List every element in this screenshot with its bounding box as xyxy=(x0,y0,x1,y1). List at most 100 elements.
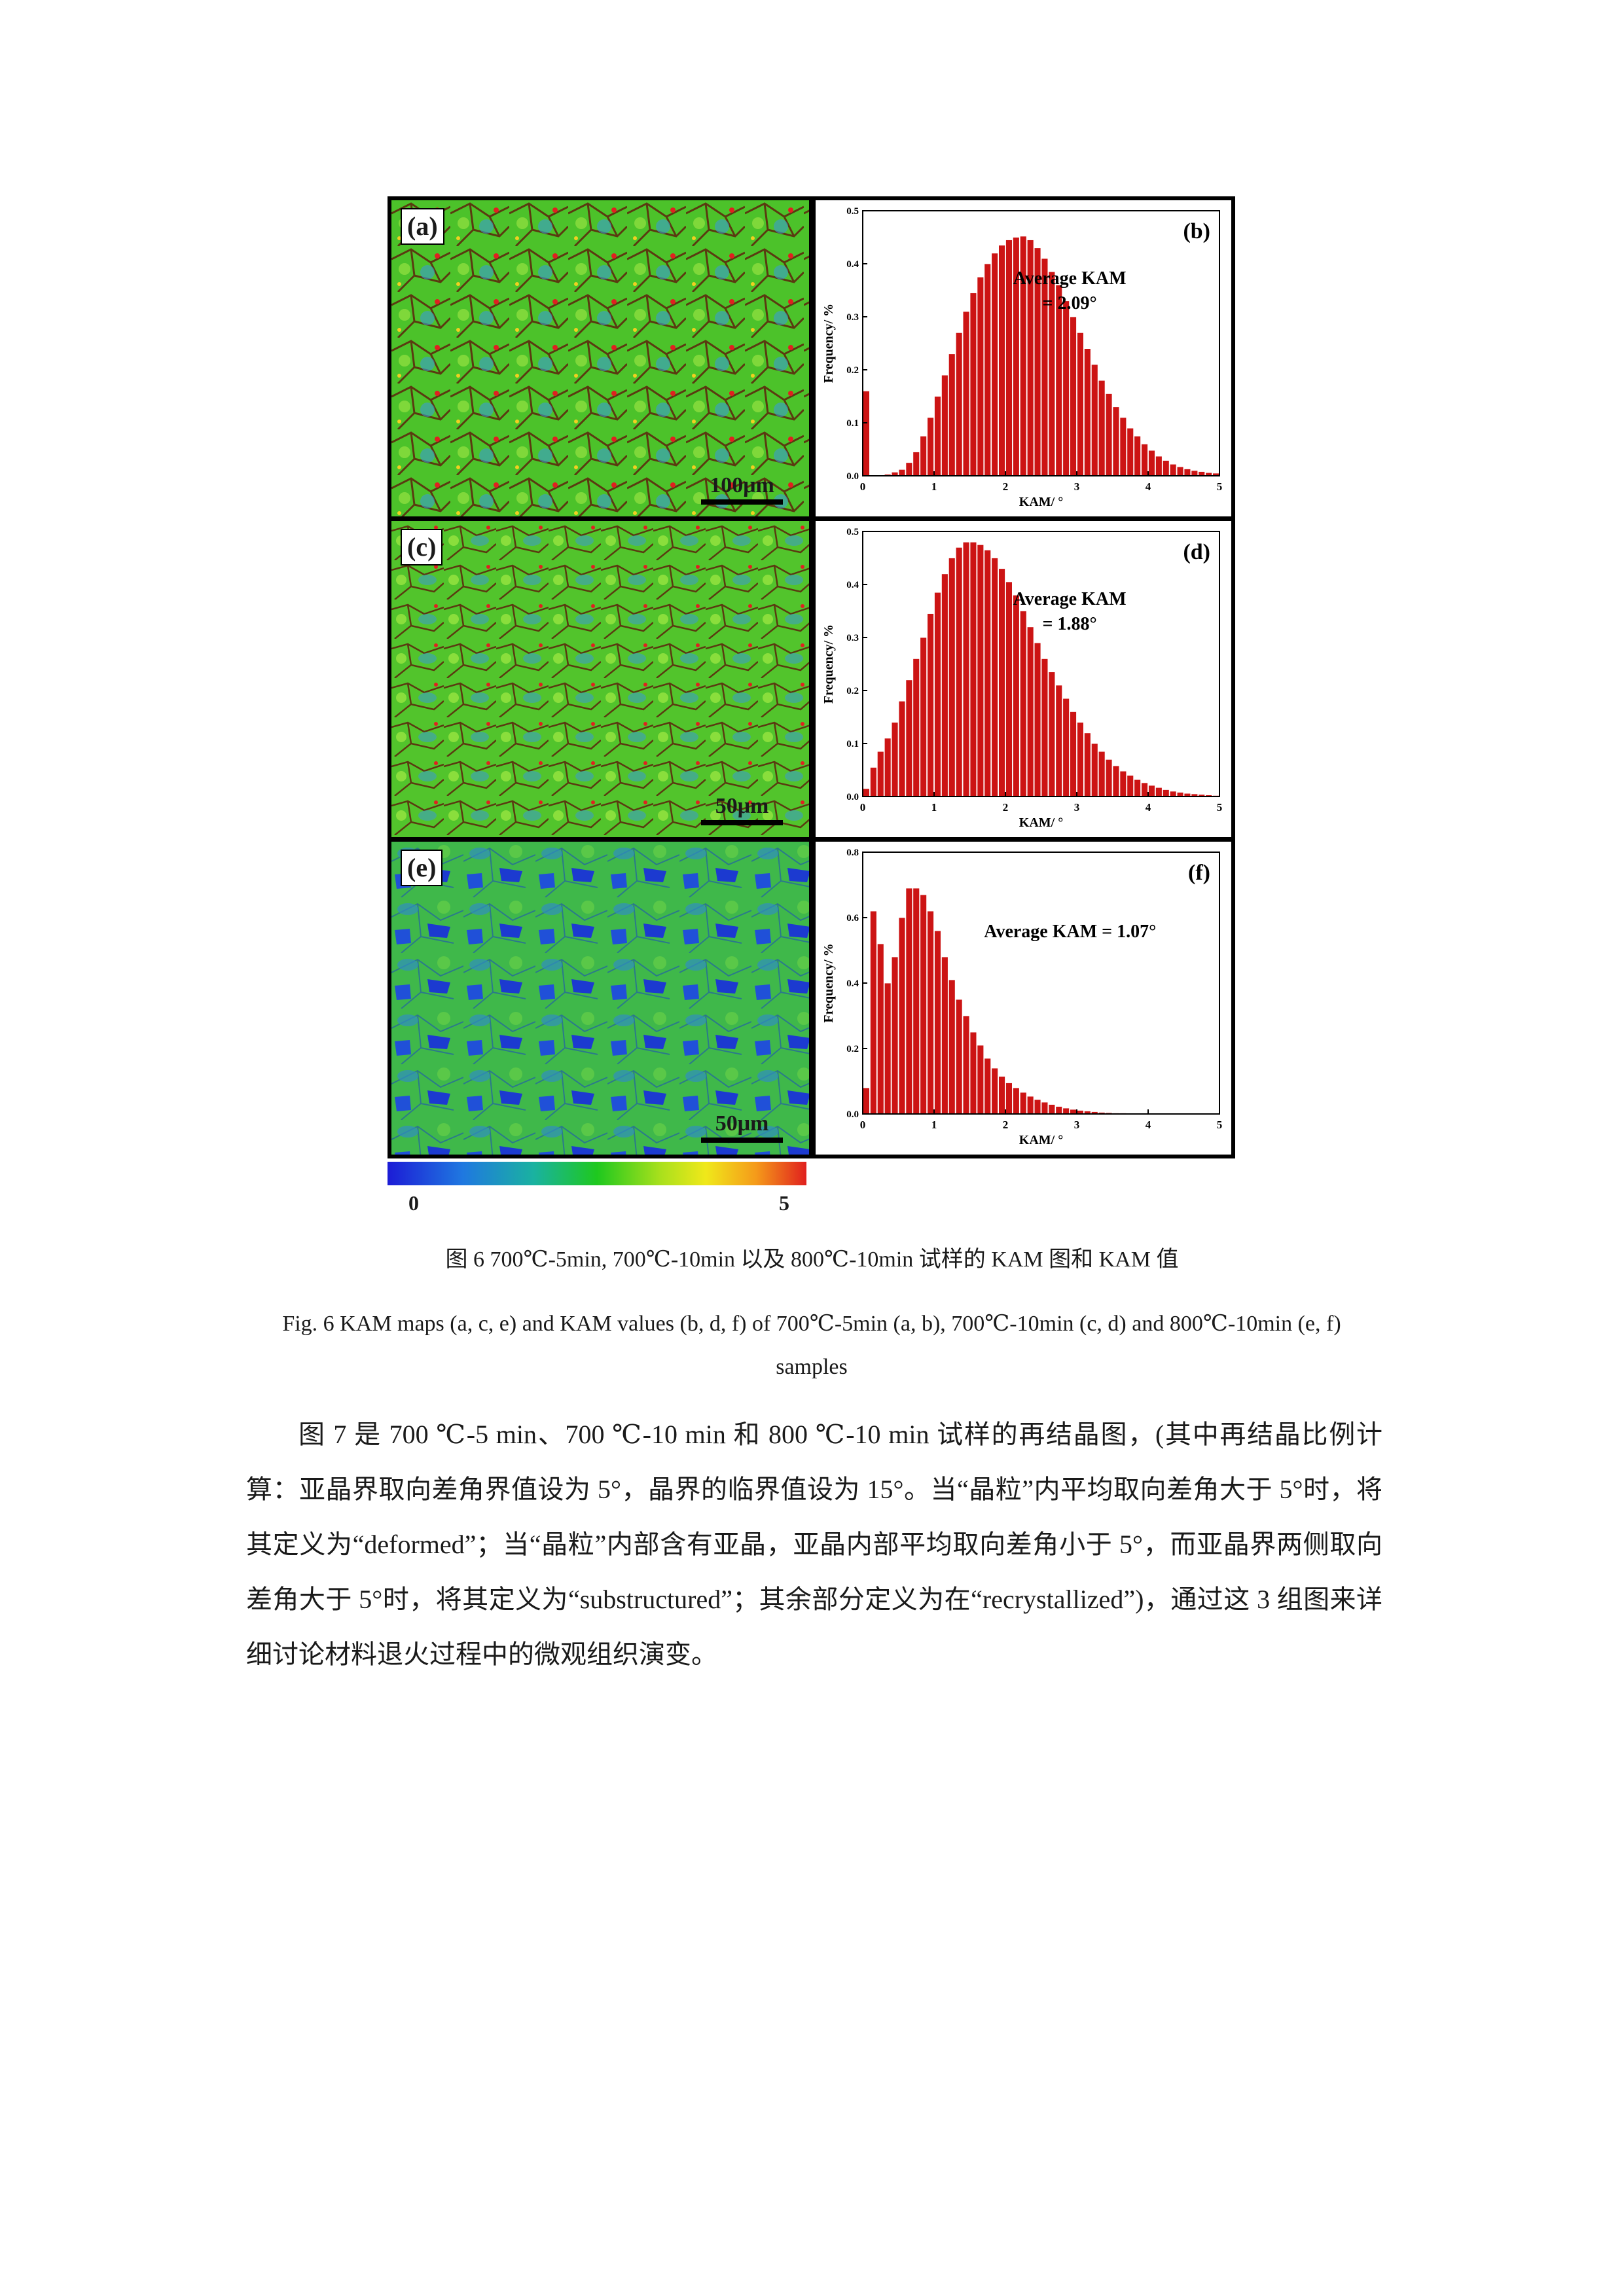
plot-frame xyxy=(862,531,1220,797)
histogram-bar xyxy=(991,1067,999,1115)
histogram-bar xyxy=(927,613,934,797)
colorbar-min-label: 0 xyxy=(408,1191,419,1215)
x-tick-label: 2 xyxy=(1003,1119,1009,1131)
histogram-bar xyxy=(905,462,913,476)
histogram-bar xyxy=(984,549,992,797)
x-tick-label: 5 xyxy=(1217,1119,1223,1131)
y-tick-label: 0.0 xyxy=(846,1109,859,1120)
kam-colorbar xyxy=(388,1162,806,1185)
histogram-bar xyxy=(1083,348,1091,476)
scalebar-a-line xyxy=(701,499,783,505)
histogram-bar xyxy=(1041,1102,1049,1115)
scalebar-e: 50μm xyxy=(701,1111,783,1143)
figure-6: (a) 100μm 0 1 2 3 4 5 0.0 0.1 0.2 0.3 0.4 0.5 KAM/ °… xyxy=(388,196,1235,1229)
histogram-bar xyxy=(962,311,970,476)
histogram-bar xyxy=(1005,1083,1013,1115)
histogram-bar xyxy=(1034,1099,1041,1115)
x-tick-label: 3 xyxy=(1074,480,1080,493)
chart-f-svg: 0 1 2 3 4 5 0.0 0.2 0.4 0.6 0.8 KAM/ ° Frequency/ % (… xyxy=(821,848,1223,1147)
histogram-bar xyxy=(1183,469,1191,476)
histogram-bar xyxy=(891,722,899,797)
panel-tag: (b) xyxy=(1183,219,1210,243)
histogram-bar xyxy=(1098,751,1106,797)
y-tick-label: 0.3 xyxy=(846,633,859,643)
x-tick-label: 0 xyxy=(860,1119,866,1131)
x-tick-label: 0 xyxy=(860,480,866,493)
histogram-bar xyxy=(1048,672,1056,797)
histogram-bar xyxy=(1098,380,1106,476)
histogram-bar xyxy=(891,956,899,1115)
histogram-bar xyxy=(1026,626,1034,797)
histogram-bar xyxy=(934,930,941,1115)
histogram-bar xyxy=(1127,775,1134,797)
kam-map-e-image xyxy=(391,842,809,1155)
histogram-bar xyxy=(1041,658,1049,797)
histogram-bar xyxy=(920,894,927,1115)
histogram-bar xyxy=(1191,470,1199,476)
y-tick-label: 0.2 xyxy=(846,1044,859,1054)
histogram-bar xyxy=(1055,685,1063,797)
histogram-bar xyxy=(1169,791,1177,797)
histogram-bar xyxy=(912,452,920,476)
kam-map-c: (c) 50μm xyxy=(388,517,813,841)
y-tick-label: 0.4 xyxy=(846,978,859,989)
histogram-bar xyxy=(920,637,927,797)
x-axis-label: KAM/ ° xyxy=(1019,816,1063,830)
y-tick-label: 0.6 xyxy=(846,913,859,924)
plot-frame xyxy=(862,210,1220,476)
histogram-bar xyxy=(1055,284,1063,476)
histogram-bar xyxy=(969,1031,977,1115)
histogram-bar xyxy=(1155,787,1163,797)
colorbar-max-label: 5 xyxy=(779,1191,789,1215)
histogram-bar xyxy=(863,788,870,797)
y-tick-label: 0.3 xyxy=(846,312,859,323)
scalebar-c-line xyxy=(701,820,783,825)
histogram-bar xyxy=(1162,789,1170,797)
kam-histogram-b: 0 1 2 3 4 5 0.0 0.1 0.2 0.3 0.4 0.5 KAM/ ° Frequency/… xyxy=(812,196,1235,520)
histogram-bar xyxy=(991,253,999,476)
histogram-bar xyxy=(998,1076,1005,1115)
y-tick-label: 0.0 xyxy=(846,471,859,482)
panel-tag: (d) xyxy=(1183,540,1210,564)
histogram-bar xyxy=(1026,1096,1034,1115)
histogram-bar xyxy=(1083,732,1091,797)
y-tick-label: 0.0 xyxy=(846,792,859,802)
x-tick-label: 2 xyxy=(1003,801,1009,814)
histogram-bar xyxy=(1077,722,1084,797)
histogram-bar xyxy=(870,767,877,797)
histogram-bar xyxy=(1091,743,1098,797)
histogram-bar xyxy=(1012,594,1020,797)
histogram-bar xyxy=(948,353,956,476)
histogram-bar xyxy=(948,979,956,1115)
kam-histogram-d: 0 1 2 3 4 5 0.0 0.1 0.2 0.3 0.4 0.5 KAM/ ° Frequency/… xyxy=(812,517,1235,841)
histogram-bar xyxy=(977,276,984,476)
x-axis-label: KAM/ ° xyxy=(1019,495,1063,509)
x-tick-label: 4 xyxy=(1146,480,1151,493)
histogram-bar xyxy=(876,943,884,1115)
histogram-bar xyxy=(905,888,913,1115)
histogram-bar xyxy=(1091,364,1098,476)
histogram-bar xyxy=(948,558,956,797)
histogram-bar xyxy=(870,910,877,1115)
histogram-bar xyxy=(1148,450,1155,476)
histogram-bar xyxy=(920,435,927,476)
histogram-bar xyxy=(962,1015,970,1115)
y-tick-label: 0.1 xyxy=(846,418,859,429)
y-axis-label: Frequency/ % xyxy=(821,304,836,383)
histogram-bar xyxy=(1105,393,1113,476)
scalebar-e-label: 50μm xyxy=(715,1111,769,1136)
average-kam-annotation: Average KAM = 1.07° xyxy=(984,922,1156,942)
histogram-bar xyxy=(1048,1104,1056,1115)
x-tick-label: 1 xyxy=(931,801,937,814)
histogram-bar xyxy=(1005,240,1013,476)
average-kam-annotation: = 1.88° xyxy=(1043,614,1097,634)
histogram-bar xyxy=(927,910,934,1115)
histogram-bar xyxy=(1119,770,1127,797)
histogram-bar xyxy=(1148,785,1155,797)
x-axis-label: KAM/ ° xyxy=(1019,1133,1063,1147)
average-kam-annotation: = 2.09° xyxy=(1043,293,1097,314)
histogram-bar xyxy=(1070,316,1077,476)
scalebar-a: 100μm xyxy=(701,473,783,505)
histogram-bar xyxy=(1062,698,1070,797)
y-tick-label: 0.5 xyxy=(846,527,859,537)
